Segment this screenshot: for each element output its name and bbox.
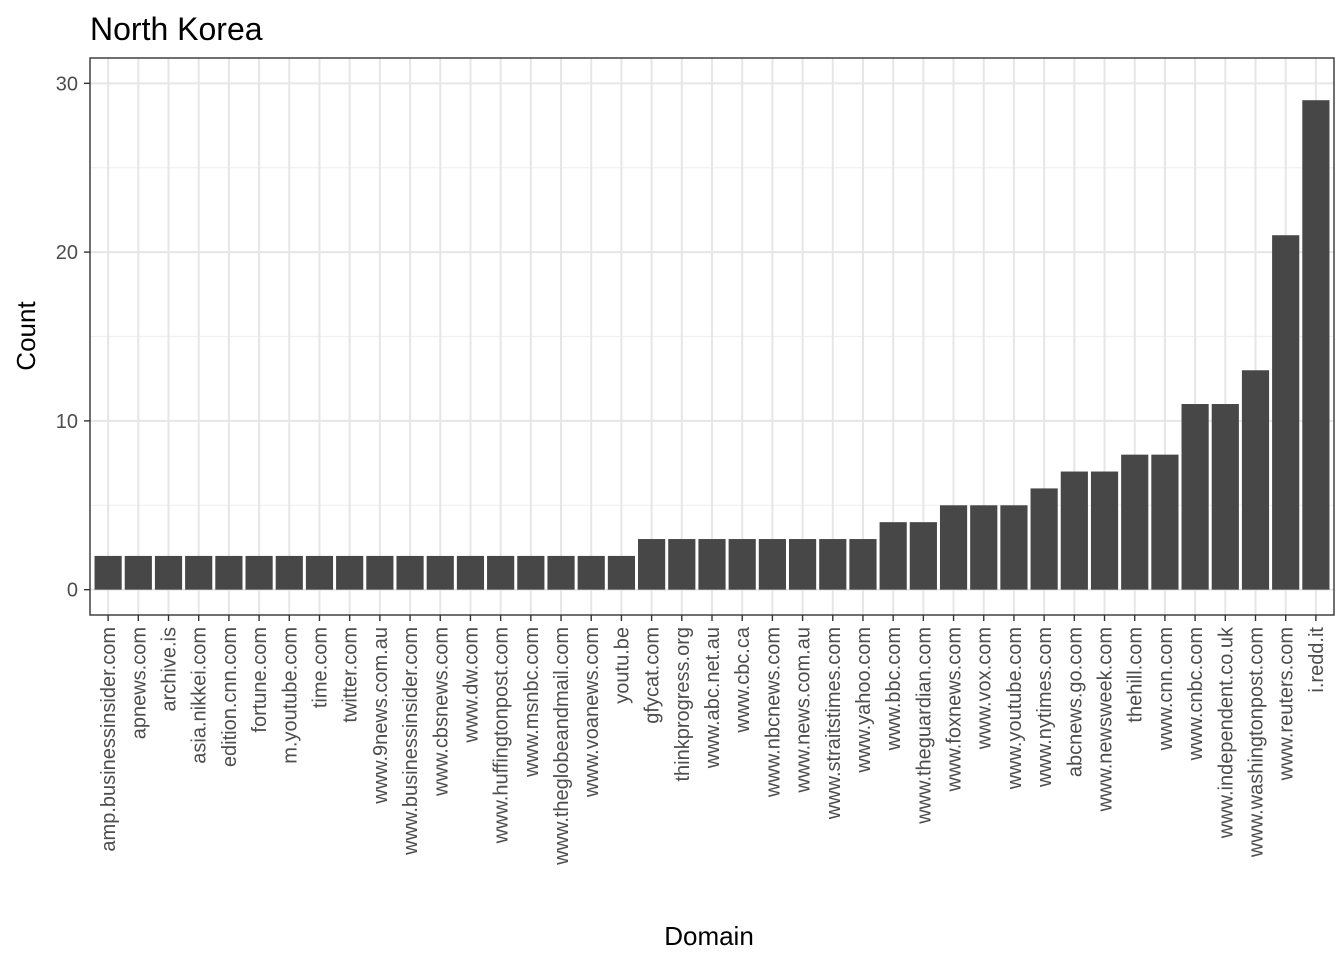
- chart-title: North Korea: [90, 11, 263, 47]
- bar: [1151, 454, 1179, 590]
- y-axis: 0 10 20 30: [56, 73, 90, 602]
- bar: [336, 555, 364, 590]
- bar: [638, 539, 666, 590]
- x-tick-label: www.voanews.com: [581, 627, 603, 798]
- bar: [698, 539, 726, 590]
- bar: [1030, 488, 1058, 590]
- bar: [728, 539, 756, 590]
- bar: [245, 555, 273, 590]
- bar: [1211, 404, 1239, 590]
- x-tick-label: www.independent.co.uk: [1215, 626, 1237, 839]
- x-tick-label: www.cbsnews.com: [430, 627, 452, 797]
- x-tick-label: m.youtube.com: [279, 627, 301, 764]
- bar: [788, 539, 817, 590]
- bar: [1121, 454, 1149, 590]
- x-tick-label: www.reuters.com: [1276, 627, 1298, 781]
- x-tick-label: www.businessinsider.com: [400, 627, 422, 856]
- bar: [758, 539, 786, 590]
- y-tick-label: 20: [56, 242, 78, 264]
- x-tick-label: www.newsweek.com: [1095, 627, 1117, 813]
- bar: [94, 555, 122, 590]
- x-axis-title: Domain: [664, 921, 754, 951]
- x-tick-label: www.9news.com.au: [370, 627, 392, 805]
- bar: [1241, 370, 1270, 590]
- x-tick-label: www.huffingtonpost.com: [491, 627, 513, 844]
- bar: [577, 555, 605, 590]
- x-tick-label: fortune.com: [249, 627, 271, 733]
- x-tick-label: www.msnbc.com: [521, 627, 543, 778]
- bar: [1272, 235, 1300, 590]
- x-tick-label: www.news.com.au: [793, 627, 815, 794]
- bar: [1302, 100, 1330, 590]
- bar: [305, 555, 334, 590]
- x-tick-label: www.vox.com: [974, 627, 996, 750]
- y-tick-label: 30: [56, 73, 78, 95]
- bar: [396, 555, 424, 590]
- bar: [607, 555, 636, 590]
- x-tick-label: edition.cnn.com: [219, 627, 241, 767]
- bar: [517, 555, 545, 590]
- x-tick-label: www.theglobeandmail.com: [551, 627, 573, 866]
- x-tick-label: abcnews.go.com: [1064, 627, 1086, 777]
- bar: [1000, 505, 1028, 590]
- bar: [456, 555, 485, 590]
- bar: [879, 522, 907, 590]
- bar: [970, 505, 998, 590]
- x-tick-label: www.cnbc.com: [1185, 627, 1207, 761]
- x-tick-label: thehill.com: [1125, 627, 1147, 723]
- bar: [124, 555, 152, 590]
- bar: [154, 555, 183, 590]
- x-tick-label: www.yahoo.com: [853, 627, 875, 774]
- bar: [668, 539, 696, 590]
- x-tick-label: www.nytimes.com: [1034, 627, 1056, 788]
- bar: [1060, 471, 1088, 590]
- bar: [1181, 404, 1209, 590]
- x-tick-label: www.dw.com: [460, 627, 482, 744]
- bar: [426, 555, 454, 590]
- x-tick-label: youtu.be: [611, 627, 633, 704]
- bar: [849, 539, 877, 590]
- x-tick-label: www.straitstimes.com: [823, 627, 845, 820]
- bar: [909, 522, 937, 590]
- bar: [1090, 471, 1119, 590]
- x-axis: amp.businessinsider.com apnews.com archive…: [98, 615, 1328, 866]
- bar: [215, 555, 243, 590]
- y-tick-label: 10: [56, 411, 78, 433]
- x-tick-label: www.cnn.com: [1155, 627, 1177, 751]
- x-tick-label: www.washingtonpost.com: [1245, 627, 1267, 858]
- bar: [275, 555, 303, 590]
- bar: [819, 539, 847, 590]
- x-tick-label: thinkprogress.org: [672, 627, 694, 782]
- x-tick-label: i.redd.it: [1306, 627, 1328, 693]
- y-axis-title: Count: [11, 301, 41, 371]
- x-tick-label: www.cbc.ca: [732, 626, 754, 733]
- bar: [487, 555, 515, 590]
- x-tick-label: gfycat.com: [642, 627, 664, 724]
- x-tick-label: www.bbc.com: [883, 627, 905, 751]
- x-tick-label: www.theguardian.com: [913, 627, 935, 825]
- x-tick-label: www.nbcnews.com: [762, 627, 784, 798]
- x-tick-label: asia.nikkei.com: [189, 627, 211, 764]
- x-tick-label: amp.businessinsider.com: [98, 627, 120, 852]
- x-tick-label: time.com: [309, 627, 331, 708]
- x-tick-label: www.youtube.com: [1004, 627, 1026, 790]
- bar: [547, 555, 575, 590]
- x-tick-label: www.abc.net.au: [702, 627, 724, 769]
- bar: [185, 555, 213, 590]
- bar: [939, 505, 968, 590]
- x-tick-label: twitter.com: [340, 627, 362, 723]
- x-tick-label: apnews.com: [128, 627, 150, 739]
- bar: [366, 555, 394, 590]
- x-tick-label: www.foxnews.com: [944, 627, 966, 793]
- bars: [94, 100, 1330, 590]
- x-tick-label: archive.is: [159, 627, 181, 711]
- y-tick-label: 0: [67, 580, 78, 602]
